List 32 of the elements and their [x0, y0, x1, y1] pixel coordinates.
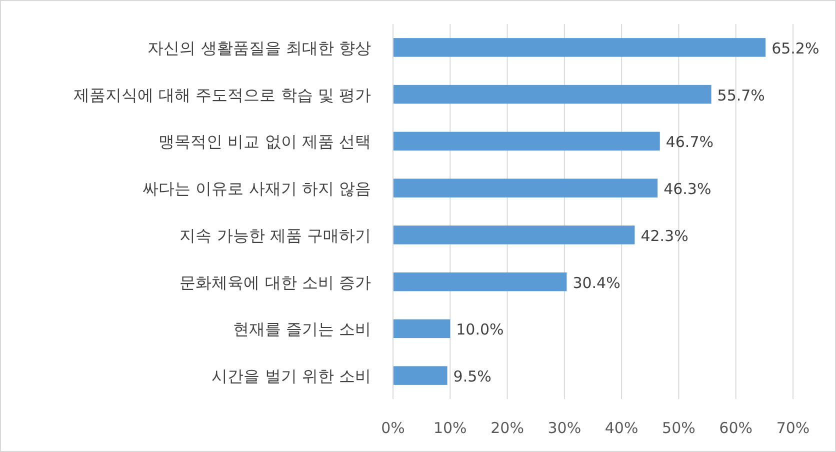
bar	[393, 226, 635, 244]
data-label: 10.0%	[456, 320, 504, 339]
data-label: 30.4%	[572, 274, 620, 292]
y-tick-label: 제품지식에 대해 주도적으로 학습 및 평가	[74, 85, 371, 104]
bar	[393, 132, 660, 151]
bar	[393, 272, 567, 292]
data-label: 46.3%	[664, 180, 712, 198]
x-tick-label: 30%	[548, 419, 582, 437]
y-tick-label: 시간을 벌기 위한 소비	[212, 366, 371, 386]
x-tick-label: 60%	[719, 419, 753, 437]
x-tick-label: 0%	[381, 419, 405, 437]
data-label: 65.2%	[772, 39, 820, 58]
y-tick-label: 문화체육에 대한 소비 증가	[180, 272, 371, 292]
y-tick-label: 자신의 생활품질을 최대한 향상	[148, 38, 371, 58]
y-tick-label: 싸다는 이유로 사재기 하지 않음	[142, 179, 371, 198]
data-label: 42.3%	[640, 226, 688, 245]
bar	[393, 38, 766, 57]
bar	[393, 178, 658, 198]
x-tick-label: 70%	[776, 419, 810, 437]
y-tick-label: 지속 가능한 제품 구매하기	[180, 226, 371, 245]
data-label: 55.7%	[717, 86, 765, 104]
y-tick-label: 맹목적인 비교 없이 제품 선택	[158, 132, 371, 152]
y-tick-label: 현재를 즐기는 소비	[232, 320, 371, 339]
x-tick-label: 50%	[662, 419, 696, 437]
data-label: 46.7%	[666, 133, 714, 152]
data-label: 9.5%	[453, 368, 492, 386]
x-tick-label: 10%	[433, 419, 467, 437]
x-tick-label: 40%	[604, 419, 638, 437]
bar	[393, 366, 448, 385]
bar	[393, 84, 712, 104]
bar	[393, 319, 450, 338]
x-tick-label: 20%	[490, 419, 524, 437]
